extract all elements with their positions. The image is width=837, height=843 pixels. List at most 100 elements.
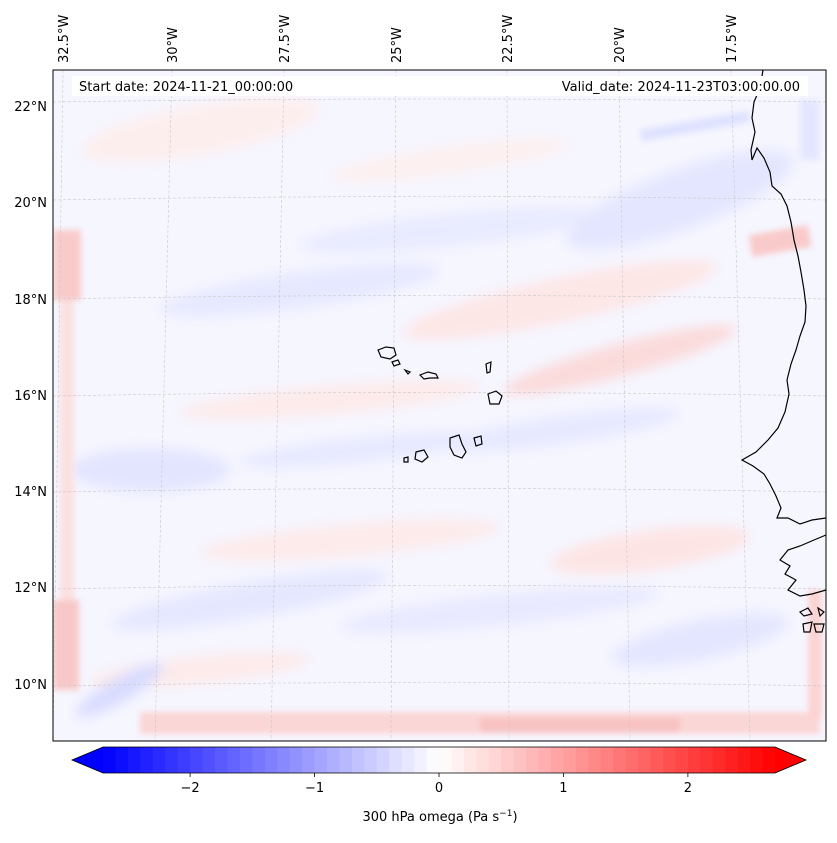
colorbar-cell [277, 747, 291, 773]
colorbar-cell [725, 747, 739, 773]
colorbar-cell [401, 747, 415, 773]
colorbar-cell [140, 747, 154, 773]
colorbar-cell [737, 747, 751, 773]
colorbar-cell [177, 747, 191, 773]
colorbar-cell [675, 747, 689, 773]
colorbar-cell [414, 747, 428, 773]
lon-label-27-5w: 27.5°W [278, 15, 293, 63]
cape-verde-sao-vicente [391, 359, 401, 367]
meridian-22-5w [506, 70, 510, 741]
colorbar-cell [588, 747, 602, 773]
colorbar-cell [202, 747, 216, 773]
cape-verde-sao-nicolau [418, 371, 439, 380]
colorbar: −2 −1 0 1 2 300 hPa omega (Pa s−1) [70, 746, 808, 825]
colorbar-tick-label: −1 [305, 781, 324, 796]
colorbar-cell [563, 747, 577, 773]
date-banner [72, 76, 808, 96]
colorbar-cell [239, 747, 253, 773]
colorbar-cell [463, 747, 477, 773]
cape-verde-maio [473, 435, 483, 447]
colorbar-cell [451, 747, 465, 773]
cape-verde-sal [485, 361, 492, 374]
colorbar-cell [650, 747, 664, 773]
parallel-10n [53, 682, 826, 687]
map-panel: Start date: 2024-11-21_00:00:00 Valid_da… [14, 15, 827, 742]
colorbar-cell [426, 747, 440, 773]
lat-label-22n: 22°N [14, 100, 47, 115]
colorbar-cell [190, 747, 204, 773]
lon-label-22-5w: 22.5°W [501, 15, 516, 63]
lon-label-30w: 30°W [166, 27, 181, 63]
latitude-labels: 22°N 20°N 18°N 16°N 14°N 12°N 10°N [14, 100, 47, 693]
cape-verde-santa-luzia [403, 368, 412, 375]
colorbar-tick-label: 1 [559, 781, 567, 796]
cape-verde-fogo [414, 449, 429, 463]
colorbar-cell [526, 747, 540, 773]
meridian-25w [390, 70, 397, 741]
parallel-22n [53, 98, 826, 103]
colorbar-cell [712, 747, 726, 773]
coastlines [377, 69, 827, 633]
meridian-30w [154, 70, 173, 741]
colorbar-cell [227, 747, 241, 773]
colorbar-cell [302, 747, 316, 773]
colorbar-cell [501, 747, 515, 773]
lat-label-20n: 20°N [14, 196, 47, 211]
lat-label-14n: 14°N [14, 485, 47, 500]
colorbar-tick-labels: −2 −1 0 1 2 [181, 781, 693, 796]
colorbar-cell [488, 747, 502, 773]
colorbar-cell [127, 747, 141, 773]
colorbar-cell [600, 747, 614, 773]
colorbar-cell [687, 747, 701, 773]
colorbar-cell [165, 747, 179, 773]
colorbar-cell [364, 747, 378, 773]
meridian-20w [618, 70, 631, 741]
lat-label-16n: 16°N [14, 389, 47, 404]
cape-verde-santiago [449, 434, 467, 459]
parallel-12n [53, 585, 826, 590]
colorbar-cell [252, 747, 266, 773]
colorbar-cell [750, 747, 764, 773]
colorbar-cell [625, 747, 639, 773]
colorbar-ticks [189, 773, 689, 777]
cape-verde-brava [403, 456, 409, 463]
colorbar-cell [264, 747, 278, 773]
meridian-32-5w [53, 70, 64, 741]
parallel-16n [53, 392, 826, 397]
colorbar-cell [376, 747, 390, 773]
meridian-17-5w [730, 70, 751, 741]
colorbar-cells [103, 747, 776, 773]
bijagos-islands [798, 606, 825, 633]
colorbar-high-extend [775, 747, 806, 773]
cape-verde-santo-antao [377, 346, 397, 360]
lat-label-18n: 18°N [14, 293, 47, 308]
colorbar-cell [115, 747, 129, 773]
colorbar-cell [103, 747, 117, 773]
omega-field [53, 97, 822, 734]
colorbar-cell [663, 747, 677, 773]
colorbar-cell [476, 747, 490, 773]
colorbar-cell [439, 747, 453, 773]
longitude-labels: 32.5°W 30°W 27.5°W 25°W 22.5°W 20°W 17.5… [57, 15, 740, 63]
parallel-14n [53, 488, 826, 493]
colorbar-tick-label: 2 [684, 781, 692, 796]
colorbar-tick-label: −2 [181, 781, 200, 796]
lat-label-12n: 12°N [14, 581, 47, 596]
colorbar-outline [70, 746, 808, 774]
colorbar-cell [638, 747, 652, 773]
colorbar-cell [289, 747, 303, 773]
lat-label-10n: 10°N [14, 678, 47, 693]
africa-coastline-south [779, 534, 827, 597]
lon-label-32-5w: 32.5°W [57, 15, 72, 63]
graticule [53, 70, 826, 741]
colorbar-cell [339, 747, 353, 773]
parallel-20n [53, 196, 826, 201]
colorbar-cell [314, 747, 328, 773]
start-date-label: Start date: 2024-11-21_00:00:00 [79, 80, 293, 95]
colorbar-cell [762, 747, 776, 773]
colorbar-cell [215, 747, 229, 773]
colorbar-cell [613, 747, 627, 773]
colorbar-cell [538, 747, 552, 773]
map-frame [52, 69, 827, 742]
